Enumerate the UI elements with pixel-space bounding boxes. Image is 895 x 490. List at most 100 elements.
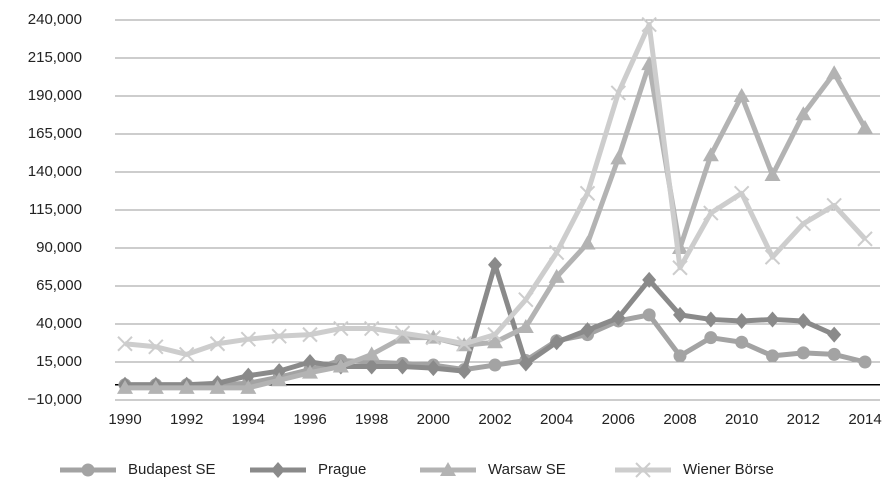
legend-label: Prague — [318, 461, 366, 478]
data-point — [734, 312, 749, 329]
data-point — [703, 205, 719, 221]
data-point — [642, 308, 656, 322]
x-tick-label: 2000 — [417, 411, 450, 428]
data-point — [394, 329, 411, 344]
y-tick-label: 15,000 — [36, 353, 82, 370]
data-point — [733, 88, 750, 102]
data-point — [272, 363, 287, 380]
data-point — [456, 336, 472, 352]
y-tick-label: −10,000 — [27, 391, 82, 408]
data-point — [487, 326, 503, 343]
data-point — [394, 325, 411, 341]
x-tick-label: 2014 — [848, 411, 881, 428]
legend-label: Warsaw SE — [488, 461, 566, 478]
data-point — [796, 346, 810, 360]
x-tick-label: 2008 — [663, 411, 696, 428]
data-point — [610, 85, 627, 101]
data-point — [673, 349, 687, 363]
x-tick-label: 1992 — [170, 411, 203, 428]
x-tick-label: 2012 — [787, 411, 820, 428]
data-point — [795, 106, 812, 121]
data-point — [580, 322, 595, 339]
data-point — [271, 372, 288, 387]
y-tick-label: 65,000 — [36, 277, 82, 294]
data-point — [302, 326, 318, 343]
y-tick-label: 140,000 — [28, 163, 82, 180]
data-point — [488, 256, 502, 273]
data-point — [117, 336, 133, 352]
data-point — [209, 379, 226, 394]
y-tick-label: 115,000 — [29, 201, 82, 218]
data-point — [302, 364, 318, 379]
data-point — [672, 260, 688, 276]
data-point — [548, 268, 565, 283]
data-point — [363, 320, 380, 337]
data-point — [579, 185, 596, 201]
legend-marker — [635, 462, 651, 478]
data-point — [703, 311, 718, 328]
y-tick-label: 40,000 — [36, 315, 82, 332]
data-point — [117, 379, 133, 394]
data-point — [457, 363, 472, 380]
x-tick-label: 2002 — [478, 411, 511, 428]
x-tick-label: 1998 — [355, 411, 388, 428]
data-point — [733, 185, 750, 201]
data-point — [548, 244, 565, 261]
y-tick-label: 190,000 — [28, 87, 82, 104]
data-point — [241, 367, 256, 384]
data-point — [673, 306, 687, 323]
data-point — [395, 358, 410, 375]
legend-label: Wiener Börse — [683, 461, 774, 478]
data-point — [610, 150, 627, 165]
data-point — [796, 312, 811, 329]
series-line — [125, 312, 866, 388]
data-point — [518, 291, 534, 308]
data-point — [549, 334, 564, 351]
data-point — [735, 335, 749, 349]
data-point — [178, 379, 195, 394]
data-point — [333, 320, 349, 337]
legend-label: Budapest SE — [128, 461, 216, 478]
y-tick-label: 240,000 — [28, 11, 82, 28]
data-point — [826, 197, 842, 214]
data-point — [303, 354, 317, 370]
x-tick-label: 2010 — [725, 411, 758, 428]
data-point — [240, 379, 257, 394]
data-point — [271, 328, 287, 344]
x-tick-label: 2006 — [602, 411, 635, 428]
data-point — [764, 167, 781, 182]
data-point — [579, 235, 596, 250]
data-point — [795, 215, 812, 232]
data-point — [766, 349, 779, 363]
data-point — [364, 358, 379, 375]
data-point — [488, 358, 502, 372]
data-point — [517, 319, 534, 334]
data-point — [518, 355, 533, 372]
legend-marker — [81, 463, 95, 477]
y-tick-label: 165,000 — [28, 125, 82, 142]
data-point — [858, 355, 872, 369]
data-point — [147, 379, 164, 394]
legend-marker — [271, 462, 285, 478]
data-point — [764, 249, 781, 265]
data-point — [611, 309, 626, 326]
data-point — [642, 271, 657, 288]
data-point — [827, 347, 841, 361]
data-point — [704, 331, 718, 345]
data-point — [148, 339, 164, 355]
data-point — [487, 334, 503, 349]
data-point — [702, 147, 719, 162]
data-point — [857, 119, 873, 134]
data-point — [426, 360, 441, 377]
x-tick-label: 1990 — [108, 411, 141, 428]
data-point — [363, 346, 380, 361]
y-tick-label: 90,000 — [36, 239, 82, 256]
data-point — [425, 329, 442, 346]
y-tick-label: 215,000 — [28, 49, 82, 66]
x-tick-label: 2004 — [540, 411, 573, 428]
data-point — [827, 326, 842, 343]
data-point — [332, 358, 349, 373]
data-point — [765, 311, 780, 328]
data-point — [857, 231, 873, 247]
legend-marker — [440, 462, 456, 476]
